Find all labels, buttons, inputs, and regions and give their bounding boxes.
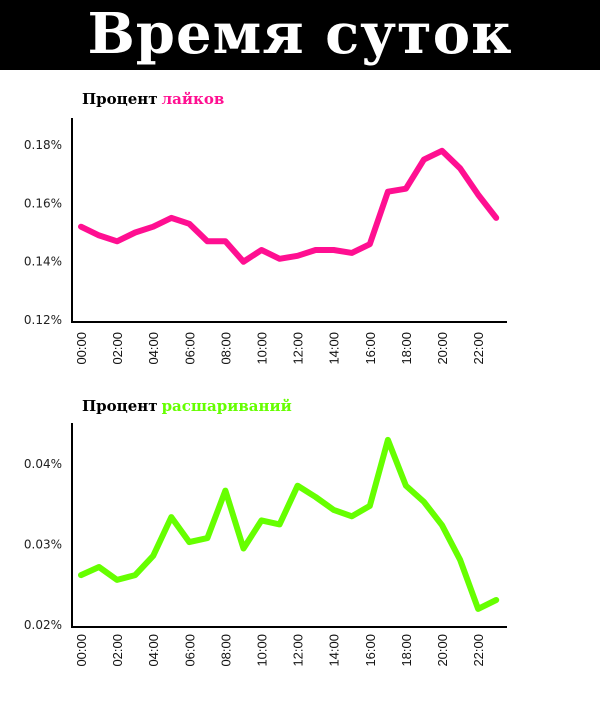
x-tick-label: 06:00 <box>182 332 197 365</box>
y-tick-label: 0.12% <box>24 313 62 327</box>
title-banner: Время суток <box>0 0 600 70</box>
x-tick-label: 00:00 <box>74 332 89 365</box>
shares-title-prefix: Процент <box>82 397 158 415</box>
x-tick-label: 00:00 <box>74 634 89 667</box>
x-tick-label: 14:00 <box>327 634 342 667</box>
x-tick-label: 18:00 <box>399 634 414 667</box>
page-title: Время суток <box>87 1 513 67</box>
data-line <box>78 147 500 265</box>
x-tick-label: 20:00 <box>435 332 450 365</box>
x-tick-label: 16:00 <box>363 634 378 667</box>
y-tick-label: 0.16% <box>24 196 62 210</box>
x-tick-label: 16:00 <box>363 332 378 365</box>
x-tick-label: 04:00 <box>146 332 161 365</box>
shares-chart-title: Процент расшариваний <box>82 397 292 415</box>
y-tick-label: 0.18% <box>24 138 62 152</box>
x-tick-label: 12:00 <box>291 634 306 667</box>
likes-title-prefix: Процент <box>82 90 158 108</box>
x-tick-label: 02:00 <box>110 634 125 667</box>
x-tick-label: 12:00 <box>291 332 306 365</box>
x-tick-label: 08:00 <box>218 332 233 365</box>
likes-chart-title: Процент лайков <box>82 90 224 108</box>
x-tick-label: 06:00 <box>182 634 197 667</box>
x-tick-label: 22:00 <box>471 332 486 365</box>
y-tick-label: 0.04% <box>24 457 62 471</box>
shares-title-accent: расшариваний <box>161 397 292 415</box>
x-tick-label: 10:00 <box>255 332 270 365</box>
x-tick-label: 14:00 <box>327 332 342 365</box>
x-tick-label: 22:00 <box>471 634 486 667</box>
likes-title-accent: лайков <box>161 90 225 108</box>
x-tick-label: 18:00 <box>399 332 414 365</box>
y-tick-label: 0.14% <box>24 255 62 269</box>
x-tick-label: 20:00 <box>435 634 450 667</box>
y-tick-label: 0.02% <box>24 618 62 632</box>
x-tick-label: 08:00 <box>218 634 233 667</box>
data-line <box>78 436 500 612</box>
x-tick-label: 02:00 <box>110 332 125 365</box>
x-tick-label: 04:00 <box>146 634 161 667</box>
y-tick-label: 0.03% <box>24 538 62 552</box>
x-tick-label: 10:00 <box>255 634 270 667</box>
